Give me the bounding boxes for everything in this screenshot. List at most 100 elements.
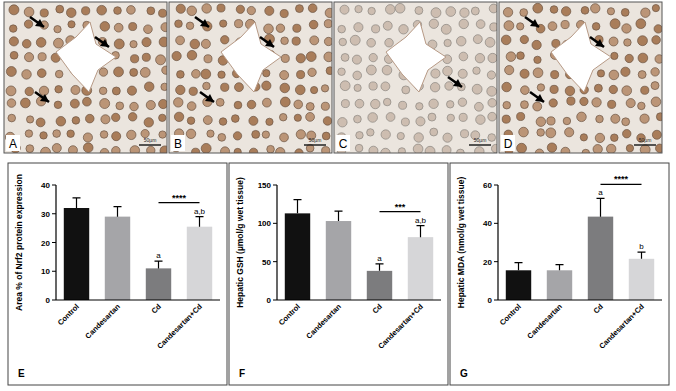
nucleus	[367, 38, 376, 47]
y-axis-label: Area % of Nrf2 protein expression	[14, 174, 24, 311]
y-tick-label: 20	[41, 239, 50, 248]
nucleus	[547, 143, 556, 152]
nucleus	[24, 20, 32, 28]
nucleus	[459, 113, 467, 121]
nucleus	[640, 145, 650, 153]
nucleus	[7, 99, 16, 108]
nucleus	[276, 148, 285, 153]
bar	[146, 268, 171, 300]
y-tick	[494, 185, 498, 186]
nucleus	[39, 86, 48, 95]
nucleus	[249, 148, 257, 153]
nucleus	[219, 118, 227, 126]
nucleus	[114, 67, 124, 77]
nucleus	[443, 133, 452, 142]
nucleus	[537, 129, 545, 137]
nucleus	[383, 98, 391, 106]
error-bar	[294, 200, 302, 214]
nucleus	[203, 82, 211, 90]
nucleus	[567, 97, 575, 105]
nucleus	[236, 5, 244, 13]
nucleus	[201, 69, 211, 79]
nucleus	[355, 144, 363, 152]
nucleus	[53, 130, 61, 138]
x-tick-label: Cd	[591, 302, 605, 316]
nucleus	[596, 115, 604, 123]
y-axis	[276, 185, 277, 300]
nucleus	[415, 7, 423, 15]
nucleus	[582, 149, 590, 153]
nucleus	[441, 24, 451, 34]
y-tick	[494, 300, 498, 301]
chart-frame	[450, 163, 669, 385]
nucleus	[549, 99, 557, 107]
arrow-head	[535, 94, 544, 102]
error-bar	[335, 211, 343, 221]
nucleus	[68, 146, 77, 153]
nucleus	[385, 38, 394, 47]
nucleus	[339, 38, 347, 46]
nucleus	[608, 100, 616, 108]
significance-letter: a	[156, 251, 161, 260]
panel-label: D	[504, 137, 513, 151]
error-bar	[638, 252, 646, 259]
x-tick-label: Control	[277, 302, 302, 327]
nucleus	[202, 4, 212, 14]
y-tick-label: 100	[258, 219, 272, 228]
nucleus	[55, 86, 62, 93]
nucleus	[591, 4, 600, 13]
nucleus	[488, 99, 497, 108]
nucleus	[341, 100, 349, 108]
nucleus	[267, 145, 275, 153]
nucleus	[592, 98, 601, 107]
nucleus	[654, 25, 662, 33]
nucleus	[535, 149, 543, 153]
nucleus	[385, 5, 395, 15]
nucleus	[565, 128, 574, 137]
y-tick	[273, 223, 277, 224]
nucleus	[99, 87, 107, 95]
nucleus	[55, 70, 63, 78]
nucleus	[381, 130, 390, 139]
nucleus	[54, 101, 62, 109]
nucleus	[623, 130, 631, 138]
nucleus	[281, 54, 289, 62]
nucleus	[324, 37, 332, 45]
x-axis	[498, 299, 662, 300]
tissue-background	[334, 2, 497, 153]
nucleus	[397, 132, 404, 139]
nucleus	[293, 24, 301, 32]
y-tick-label: 0	[488, 296, 493, 305]
nucleus	[521, 86, 530, 95]
nucleus	[444, 39, 451, 46]
nucleus	[174, 112, 183, 121]
nucleus	[264, 24, 274, 34]
chart-frame	[229, 163, 448, 385]
error-bar	[196, 217, 204, 227]
nucleus	[279, 113, 286, 120]
error-bar	[376, 264, 384, 271]
nucleus	[66, 8, 76, 18]
significance-stars: ****	[614, 174, 629, 184]
nucleus	[338, 25, 346, 33]
arrow-head	[40, 94, 49, 102]
nucleus	[296, 130, 305, 139]
nucleus	[354, 115, 362, 123]
nucleus	[247, 100, 256, 109]
nucleus	[175, 20, 183, 28]
arrow-head	[530, 19, 539, 27]
y-tick-label: 10	[41, 267, 50, 276]
nucleus	[368, 113, 378, 123]
y-tick	[273, 300, 277, 301]
error-bar	[597, 198, 605, 216]
bars	[506, 198, 654, 300]
bar	[285, 213, 310, 300]
panel-label: C	[339, 137, 348, 151]
nucleus	[550, 85, 558, 93]
nucleus	[580, 97, 588, 105]
error-bar	[155, 261, 163, 268]
nucleus	[276, 24, 284, 32]
nucleus	[474, 102, 483, 111]
nucleus	[22, 70, 31, 79]
nucleus	[176, 85, 185, 94]
